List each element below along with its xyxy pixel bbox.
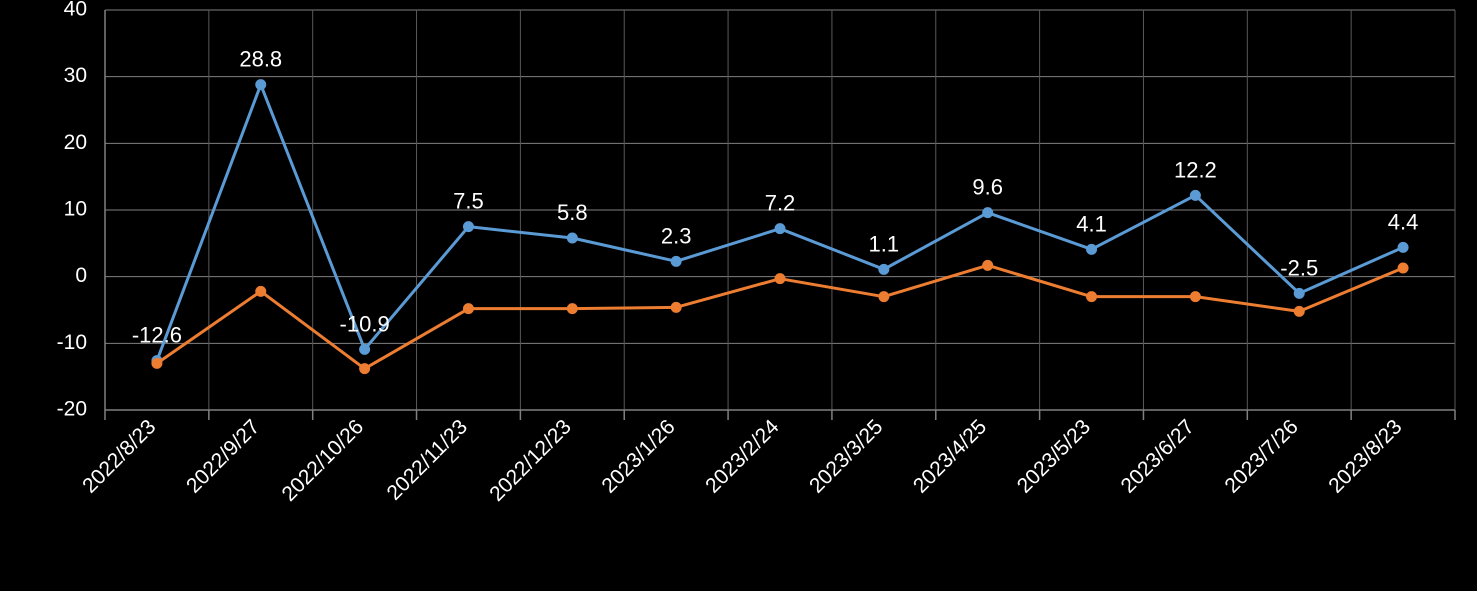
series-2-orange-marker	[1087, 292, 1097, 302]
series-1-blue-marker	[775, 224, 785, 234]
series-2-orange-marker	[152, 358, 162, 368]
series-1-blue-marker	[1294, 288, 1304, 298]
y-tick-label: -10	[57, 331, 87, 354]
line-chart: -20-100102030402022/8/232022/9/272022/10…	[0, 0, 1477, 591]
series-1-blue-data-label: 2.3	[661, 223, 692, 248]
series-1-blue-marker	[256, 80, 266, 90]
series-2-orange-marker	[1398, 263, 1408, 273]
series-1-blue-data-label: 4.4	[1388, 209, 1419, 234]
series-1-blue-data-label: 4.1	[1076, 211, 1107, 236]
series-1-blue-data-label: 9.6	[972, 175, 1003, 200]
y-tick-label: -20	[57, 398, 87, 421]
y-tick-label: 20	[64, 131, 87, 154]
series-1-blue-data-label: 12.2	[1174, 157, 1217, 182]
series-1-blue-marker	[1190, 190, 1200, 200]
series-1-blue-marker	[983, 208, 993, 218]
series-2-orange-marker	[1190, 292, 1200, 302]
series-2-orange-marker	[463, 304, 473, 314]
chart-background	[0, 0, 1477, 591]
series-1-blue-data-label: -10.9	[340, 311, 390, 336]
y-tick-label: 10	[64, 198, 87, 221]
series-2-orange-marker	[1294, 306, 1304, 316]
y-tick-label: 40	[64, 0, 87, 21]
series-1-blue-data-label: -2.5	[1280, 255, 1318, 280]
series-2-orange-marker	[256, 286, 266, 296]
series-1-blue-marker	[567, 233, 577, 243]
series-1-blue-marker	[879, 264, 889, 274]
series-2-orange-marker	[567, 304, 577, 314]
series-1-blue-marker	[463, 222, 473, 232]
series-2-orange-marker	[775, 274, 785, 284]
series-2-orange-marker	[360, 364, 370, 374]
y-tick-label: 30	[64, 64, 87, 87]
series-1-blue-data-label: 7.5	[453, 189, 484, 214]
series-1-blue-data-label: 5.8	[557, 200, 588, 225]
series-1-blue-data-label: -12.6	[132, 323, 182, 348]
series-2-orange-marker	[983, 260, 993, 270]
series-1-blue-data-label: 28.8	[239, 47, 282, 72]
series-1-blue-marker	[1087, 244, 1097, 254]
series-1-blue-marker	[671, 256, 681, 266]
series-1-blue-marker	[1398, 242, 1408, 252]
series-2-orange-marker	[879, 292, 889, 302]
series-1-blue-data-label: 1.1	[869, 231, 900, 256]
series-2-orange-marker	[671, 302, 681, 312]
series-1-blue-marker	[360, 344, 370, 354]
series-1-blue-data-label: 7.2	[765, 191, 796, 216]
y-tick-label: 0	[75, 264, 87, 287]
chart-svg: -20-100102030402022/8/232022/9/272022/10…	[0, 0, 1477, 591]
